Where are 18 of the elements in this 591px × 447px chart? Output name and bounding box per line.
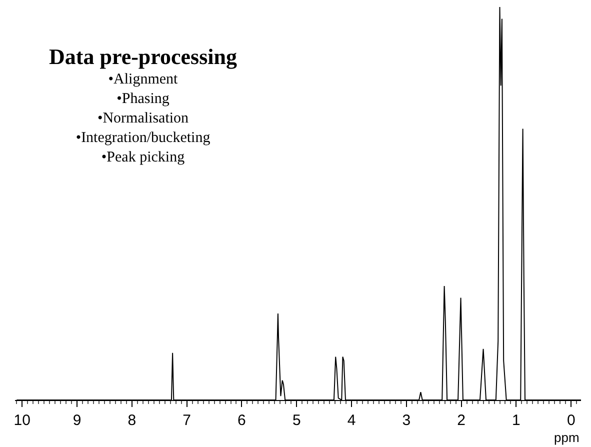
x-tick-label: 3 — [402, 412, 411, 429]
x-tick-label: 2 — [457, 412, 466, 429]
x-axis-title: ppm — [554, 430, 580, 445]
x-tick-label: 0 — [566, 412, 576, 429]
x-tick-label: 10 — [14, 412, 30, 429]
x-tick-label: 9 — [72, 412, 82, 429]
x-tick-label: 6 — [238, 412, 246, 429]
annotation: •Peak picking — [101, 150, 186, 166]
annotation: Data pre-processing — [49, 44, 238, 69]
x-tick-label: 4 — [347, 412, 356, 429]
annotation: •Normalisation — [97, 110, 190, 126]
x-tick-label: 5 — [292, 412, 301, 429]
annotation: •Phasing — [116, 91, 170, 107]
x-tick-label: 8 — [128, 412, 136, 429]
annotation: •Alignment — [108, 72, 179, 88]
annotation: •Integration/bucketing — [76, 130, 211, 146]
x-tick-label: 1 — [512, 412, 520, 429]
x-tick-label: 7 — [182, 412, 191, 429]
